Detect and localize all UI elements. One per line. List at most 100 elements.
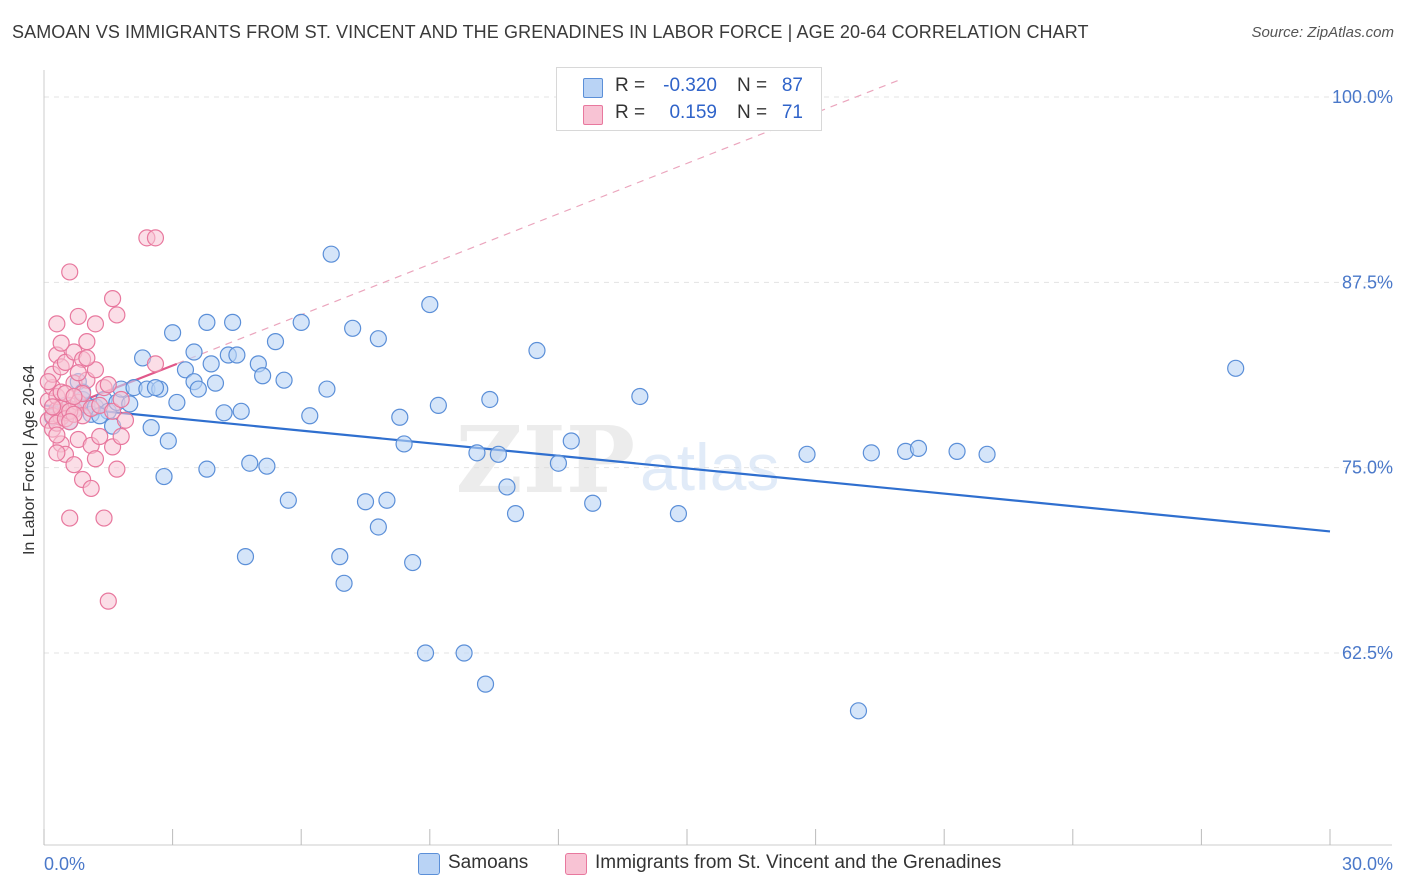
samoans-point <box>155 467 173 486</box>
legend-r-value: -0.320 <box>663 75 717 96</box>
samoans-point <box>429 396 447 414</box>
samoans-point <box>481 390 499 409</box>
series-legend: Samoans Immigrants from St. Vincent and … <box>0 852 1406 878</box>
samoans-point <box>631 387 649 406</box>
watermark-atlas: atlas <box>640 430 779 504</box>
samoans-point <box>241 454 259 472</box>
legend-row-samoans: R = -0.320 N = 87 <box>557 74 821 100</box>
svg-point <box>108 460 126 478</box>
svg-point <box>146 355 165 373</box>
svg-point <box>61 413 79 431</box>
svg-point <box>103 402 122 420</box>
samoans-point <box>266 333 285 351</box>
chart-title: SAMOAN VS IMMIGRANTS FROM ST. VINCENT AN… <box>12 22 1089 42</box>
legend-n-value: 87 <box>781 75 803 96</box>
y-tick-label: 87.5% <box>1342 272 1393 292</box>
samoans-point <box>395 435 413 453</box>
svg-point <box>86 315 105 333</box>
correlation-legend: R = -0.320 N = 87 R = 0.159 N = 71 <box>556 67 822 131</box>
samoans-point <box>185 343 203 361</box>
legend-n-value: 71 <box>781 102 803 123</box>
samoans-point <box>798 445 816 463</box>
svg-point <box>108 306 126 324</box>
samoans-point <box>498 478 516 496</box>
svg-point <box>61 509 79 527</box>
svg-point <box>69 364 87 382</box>
svg-point <box>82 479 100 498</box>
samoans-point <box>584 494 602 512</box>
y-tick-label: 75.0% <box>1342 458 1393 478</box>
samoans-point <box>236 548 255 566</box>
samoans-point <box>164 324 182 342</box>
samoans-point <box>176 361 195 379</box>
samoans-point <box>468 444 486 462</box>
svg-point <box>91 427 109 446</box>
svg-point <box>146 229 165 247</box>
samoans-point <box>202 355 220 373</box>
samoans-point <box>948 442 966 460</box>
samoans-point <box>168 393 186 412</box>
samoans-point <box>228 346 246 364</box>
samoans-point <box>489 445 507 463</box>
grid-lines <box>44 96 1392 654</box>
svg-trend-line-extended <box>43 78 902 417</box>
samoans-point <box>978 445 996 463</box>
samoans-point <box>335 574 353 592</box>
svg-point <box>61 263 79 281</box>
legend-r-value: 0.159 <box>669 102 717 123</box>
svg-point <box>99 376 117 394</box>
svg-point <box>86 450 105 468</box>
legend-swatch-svg <box>565 853 587 875</box>
x-tick-label: 0.0% <box>44 854 85 874</box>
legend-swatch-samoans <box>583 78 603 98</box>
svg-point <box>78 333 96 351</box>
svg-point <box>65 456 83 474</box>
samoans-point <box>292 313 310 331</box>
samoans-point <box>146 379 165 397</box>
samoans-point <box>279 491 297 509</box>
legend-row-svg: R = 0.159 N = 71 <box>557 101 821 127</box>
samoans-point <box>862 444 880 462</box>
samoans-point <box>344 319 362 337</box>
legend-swatch-samoans <box>418 853 440 875</box>
samoans-point <box>909 439 928 457</box>
samoans-point <box>391 408 409 426</box>
samoans-point <box>455 644 473 662</box>
samoans-point <box>1227 359 1245 377</box>
legend-swatch-svg <box>583 105 603 125</box>
samoans-point <box>142 419 160 437</box>
samoans-point <box>258 457 276 475</box>
samoans-point <box>416 644 435 662</box>
samoans-point <box>369 518 387 536</box>
samoans-point <box>301 407 319 425</box>
svg-point <box>112 427 130 446</box>
source-credit: Source: ZipAtlas.com <box>1251 24 1394 41</box>
samoans-point <box>159 432 177 450</box>
samoans-point <box>421 295 439 314</box>
legend-label-samoans: Samoans <box>448 852 529 873</box>
svg-point <box>48 315 66 333</box>
y-tick-label: 100.0% <box>1332 87 1393 107</box>
svg-point <box>78 349 96 367</box>
tick-labels: 62.5% 75.0% 87.5% 100.0% 0.0% 30.0% <box>44 87 1393 874</box>
svg-point <box>69 307 87 326</box>
svg-point <box>99 592 117 610</box>
samoans-point <box>378 491 396 509</box>
svg-point <box>48 444 66 462</box>
svg-point <box>95 509 113 527</box>
samoans-point <box>528 341 546 360</box>
legend-label-svg: Immigrants from St. Vincent and the Gren… <box>595 852 1002 873</box>
svg-point <box>43 398 62 416</box>
svg-point <box>65 387 83 406</box>
samoans-point <box>506 505 525 523</box>
samoans-point <box>189 380 207 398</box>
samoans-point <box>215 404 233 422</box>
samoans-trend-line <box>43 404 1331 533</box>
samoans-point <box>331 548 349 566</box>
y-tick-label: 62.5% <box>1342 643 1393 663</box>
svg-point <box>39 373 57 391</box>
samoans-point <box>232 402 250 420</box>
samoans-point <box>275 371 293 389</box>
data-points <box>39 229 1245 720</box>
